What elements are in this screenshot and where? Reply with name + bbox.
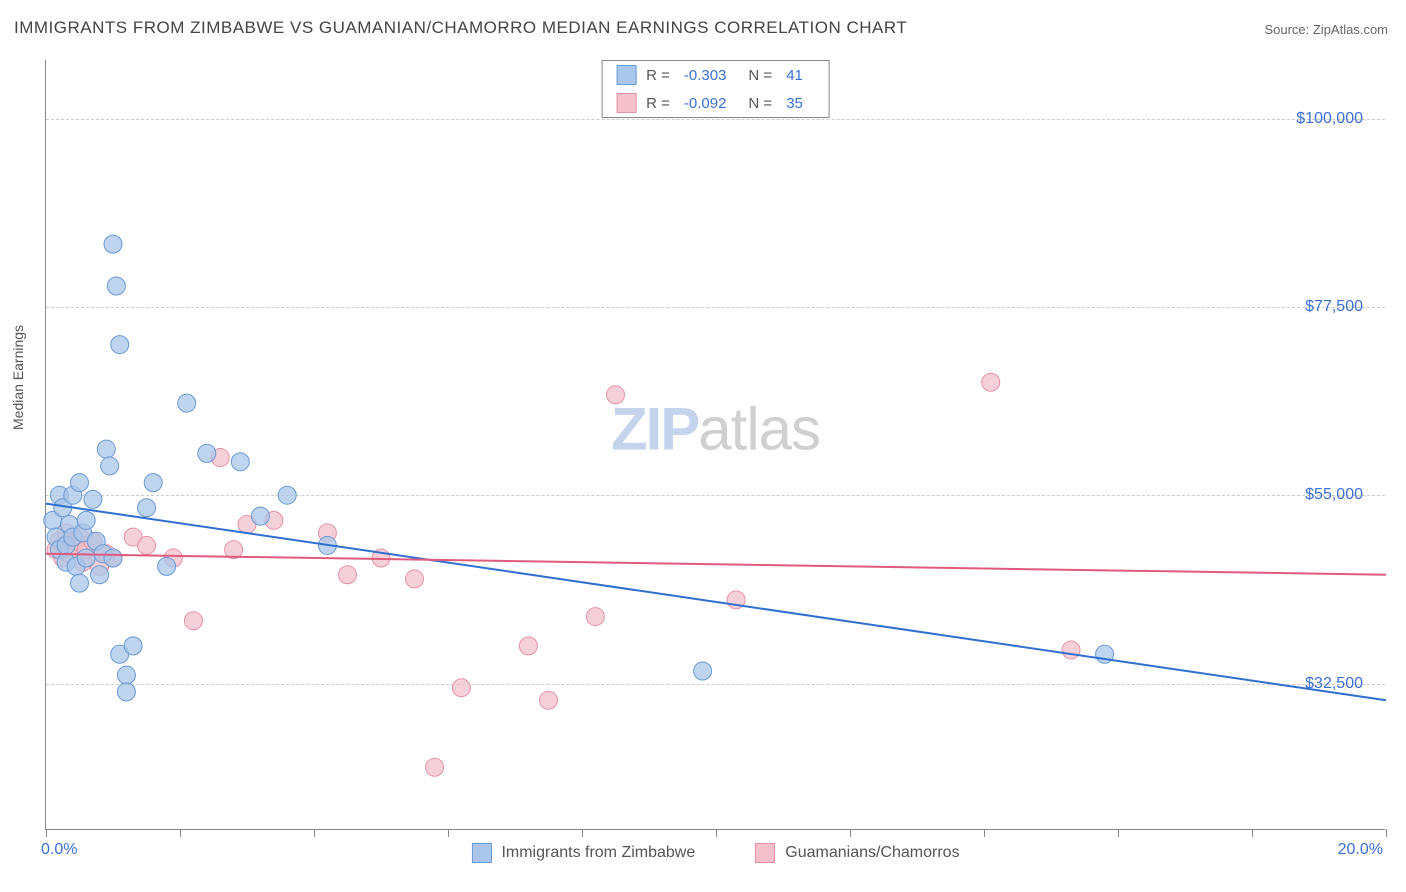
- n-label-0: N =: [748, 67, 772, 84]
- data-point: [124, 637, 142, 655]
- legend-series-swatch-1: [755, 843, 775, 863]
- r-value-1: -0.092: [684, 95, 727, 112]
- n-value-0: 41: [786, 67, 803, 84]
- data-point: [77, 511, 95, 529]
- data-point: [101, 457, 119, 475]
- data-point: [519, 637, 537, 655]
- data-point: [97, 440, 115, 458]
- chart-title: IMMIGRANTS FROM ZIMBABWE VS GUAMANIAN/CH…: [14, 18, 907, 38]
- data-point: [198, 444, 216, 462]
- legend-swatch-0: [616, 65, 636, 85]
- data-point: [251, 507, 269, 525]
- data-point: [184, 612, 202, 630]
- data-point: [586, 608, 604, 626]
- data-point: [138, 499, 156, 517]
- trend-line: [46, 554, 1386, 575]
- legend-stats: R = -0.303 N = 41 R = -0.092 N = 35: [601, 60, 830, 118]
- legend-stats-row-0: R = -0.303 N = 41: [602, 61, 829, 89]
- data-point: [104, 235, 122, 253]
- data-point: [1062, 641, 1080, 659]
- data-point: [138, 536, 156, 554]
- x-min-label: 0.0%: [41, 841, 77, 859]
- data-point: [178, 394, 196, 412]
- data-point: [540, 691, 558, 709]
- data-point: [406, 570, 424, 588]
- data-point: [339, 566, 357, 584]
- r-value-0: -0.303: [684, 67, 727, 84]
- x-tick: [46, 829, 47, 837]
- legend-series-label-1: Guamanians/Chamorros: [785, 844, 959, 862]
- data-point: [104, 549, 122, 567]
- x-tick: [1386, 829, 1387, 837]
- legend-series-swatch-0: [471, 843, 491, 863]
- data-point: [426, 758, 444, 776]
- data-point: [107, 277, 125, 295]
- x-tick: [716, 829, 717, 837]
- chart-svg: [46, 60, 1385, 829]
- n-label-1: N =: [748, 95, 772, 112]
- x-tick: [1252, 829, 1253, 837]
- legend-swatch-1: [616, 93, 636, 113]
- legend-series-item-1: Guamanians/Chamorros: [755, 843, 959, 863]
- data-point: [111, 336, 129, 354]
- data-point: [231, 453, 249, 471]
- x-tick: [582, 829, 583, 837]
- data-point: [91, 566, 109, 584]
- source-label: Source: ZipAtlas.com: [1264, 22, 1388, 37]
- y-axis-label: Median Earnings: [10, 325, 26, 430]
- data-point: [84, 490, 102, 508]
- legend-stats-row-1: R = -0.092 N = 35: [602, 89, 829, 117]
- data-point: [117, 666, 135, 684]
- data-point: [452, 679, 470, 697]
- x-tick: [984, 829, 985, 837]
- data-point: [117, 683, 135, 701]
- x-tick: [180, 829, 181, 837]
- x-tick: [314, 829, 315, 837]
- data-point: [77, 549, 95, 567]
- data-point: [71, 474, 89, 492]
- trend-line: [46, 504, 1386, 701]
- chart-area: ZIPatlas R = -0.303 N = 41 R = -0.092 N …: [45, 60, 1385, 830]
- x-tick: [448, 829, 449, 837]
- data-point: [144, 474, 162, 492]
- data-point: [607, 386, 625, 404]
- x-max-label: 20.0%: [1338, 841, 1383, 859]
- x-tick: [1118, 829, 1119, 837]
- data-point: [278, 486, 296, 504]
- x-tick: [850, 829, 851, 837]
- data-point: [71, 574, 89, 592]
- legend-series-label-0: Immigrants from Zimbabwe: [501, 844, 695, 862]
- r-label-1: R =: [646, 95, 670, 112]
- data-point: [982, 373, 1000, 391]
- legend-series: Immigrants from Zimbabwe Guamanians/Cham…: [471, 843, 959, 863]
- data-point: [158, 557, 176, 575]
- n-value-1: 35: [786, 95, 803, 112]
- legend-series-item-0: Immigrants from Zimbabwe: [471, 843, 695, 863]
- data-point: [694, 662, 712, 680]
- r-label-0: R =: [646, 67, 670, 84]
